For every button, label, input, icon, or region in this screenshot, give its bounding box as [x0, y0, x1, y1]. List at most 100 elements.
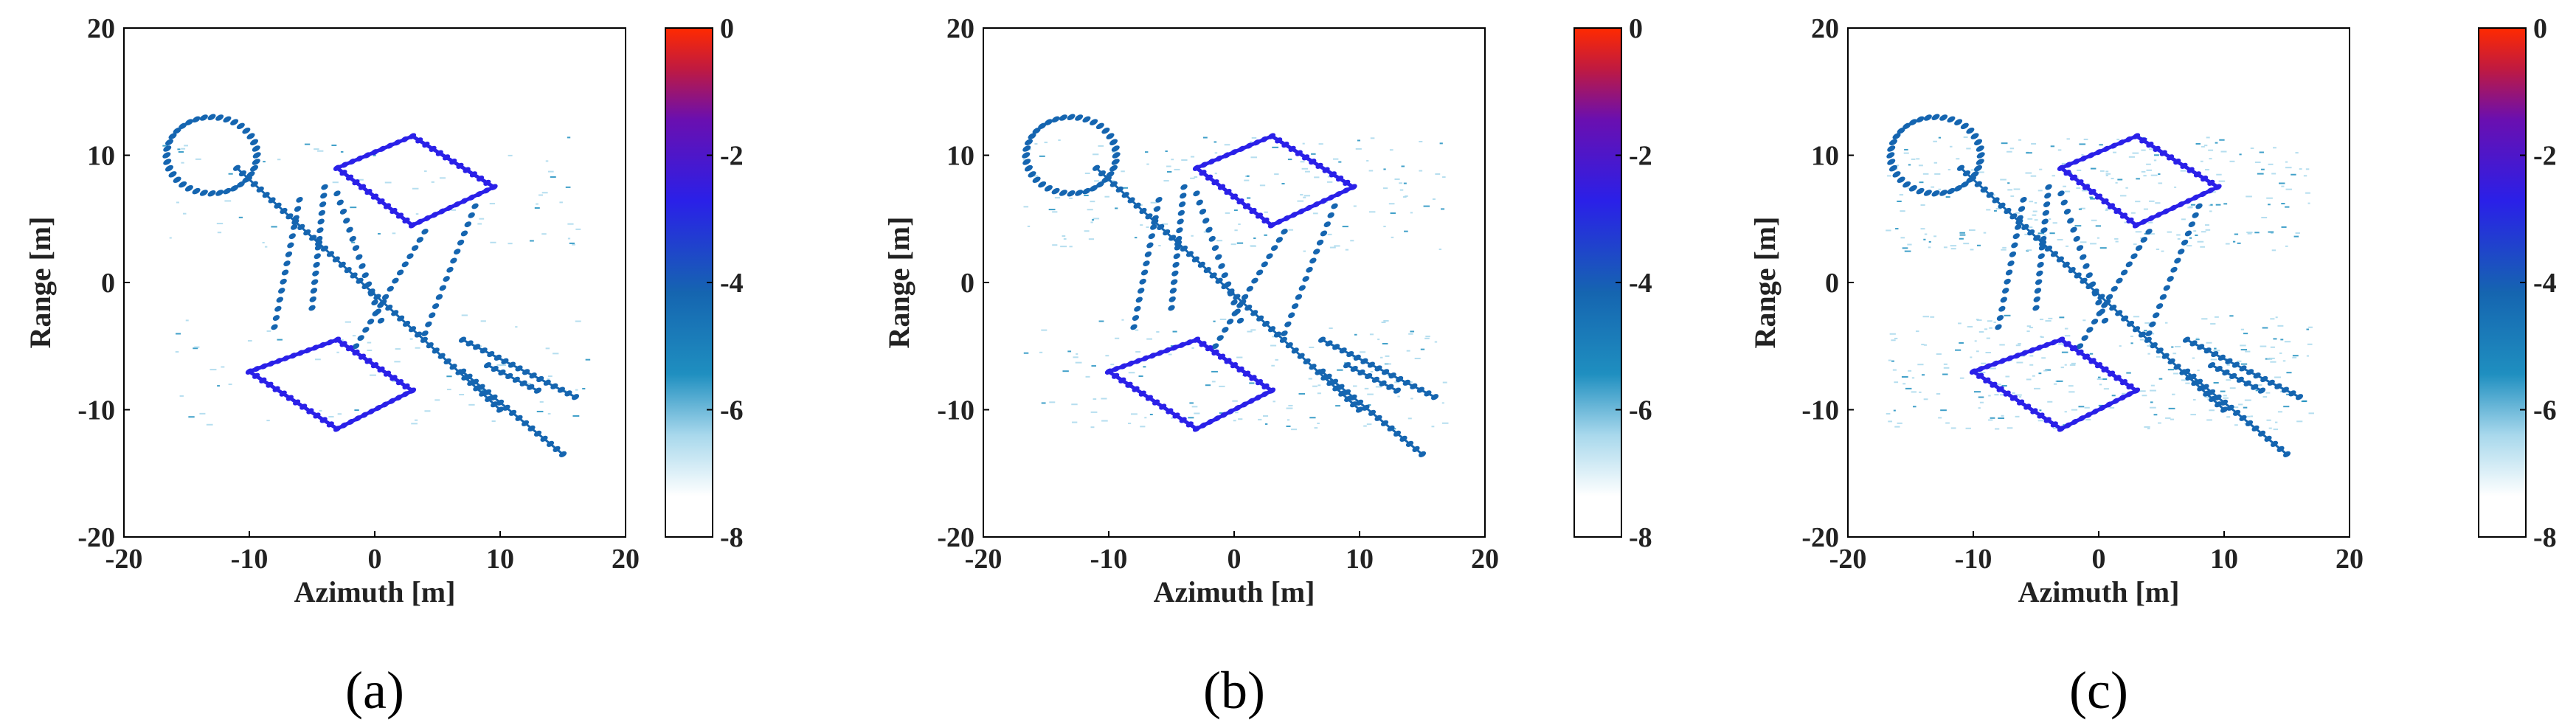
- noise-speck: [2246, 232, 2253, 234]
- loop-scatterer: [1022, 152, 1031, 159]
- noise-speck: [2099, 144, 2103, 146]
- y-tick-label: -10: [77, 395, 115, 426]
- dot-scatterer: [2086, 327, 2094, 333]
- segment-scatterer: [2288, 390, 2296, 397]
- segment-scatterer: [397, 315, 405, 322]
- noise-speck: [1888, 359, 1891, 361]
- dot-scatterer: [2130, 253, 2138, 260]
- segment-scatterer: [282, 355, 290, 361]
- dot-scatterer: [2149, 321, 2156, 327]
- dotted-line-1: [1995, 196, 2027, 330]
- panel-label: (a): [345, 661, 404, 720]
- segment-scatterer: [391, 310, 399, 316]
- noise-speck: [2050, 145, 2055, 148]
- noise-speck: [1039, 155, 1045, 157]
- noise-speck: [1274, 173, 1279, 176]
- segment-scatterer: [2050, 421, 2058, 428]
- plot-area: [124, 28, 626, 537]
- noise-speck: [2204, 224, 2209, 226]
- noise-speck: [178, 151, 184, 153]
- noise-speck: [2279, 352, 2282, 354]
- dot-scatterer: [1309, 257, 1317, 264]
- segment-scatterer: [1126, 360, 1135, 367]
- noise-speck: [508, 243, 513, 245]
- y-tick-label: 20: [87, 13, 115, 44]
- dot-scatterer: [2170, 266, 2178, 273]
- noise-speck: [2097, 376, 2101, 378]
- noise-speck: [1886, 412, 1891, 415]
- segment-scatterer: [1230, 149, 1239, 156]
- segment-scatterer: [1132, 386, 1140, 392]
- segment-scatterer: [2201, 176, 2209, 182]
- noise-speck: [1168, 353, 1172, 356]
- noise-speck: [538, 194, 544, 196]
- noise-speck: [2205, 229, 2211, 231]
- segment-scatterer: [367, 288, 375, 295]
- dot-scatterer: [1313, 249, 1320, 255]
- y-tick-label: -10: [937, 395, 974, 426]
- noise-speck: [2271, 173, 2276, 175]
- noise-speck: [2238, 403, 2243, 406]
- segment-scatterer: [1098, 170, 1107, 177]
- segment-scatterer: [388, 398, 396, 404]
- noise-speck: [2060, 367, 2064, 369]
- loop-scatterer: [1960, 122, 1969, 130]
- segment-scatterer: [1151, 218, 1159, 225]
- segment-scatterer: [1215, 277, 1223, 284]
- segment-scatterer: [1303, 358, 1311, 365]
- dot-scatterer: [1302, 276, 1309, 282]
- noise-speck: [415, 213, 419, 215]
- dot-scatterer: [283, 260, 291, 267]
- noise-speck: [2018, 343, 2021, 345]
- segment-scatterer: [393, 139, 401, 146]
- segment-scatterer: [1380, 420, 1389, 426]
- noise-speck: [2262, 396, 2268, 398]
- noise-speck: [2285, 245, 2288, 247]
- dot-scatterer: [333, 190, 341, 197]
- noise-speck: [575, 320, 581, 322]
- segment-scatterer: [2027, 229, 2035, 236]
- segment-scatterer: [2064, 422, 2072, 429]
- noise-speck: [1163, 180, 1169, 182]
- x-tick-label: -10: [1955, 544, 1992, 575]
- segment-scatterer: [1412, 446, 1420, 452]
- segment-scatterer: [1192, 164, 1201, 171]
- noise-speck: [2115, 240, 2119, 243]
- noise-speck: [1976, 244, 1981, 246]
- noise-speck: [468, 403, 475, 406]
- segment-scatterer: [367, 408, 375, 415]
- dot-scatterer: [439, 285, 446, 291]
- noise-speck: [1410, 398, 1413, 400]
- noise-speck: [2114, 238, 2119, 240]
- dot-scatterer: [339, 208, 347, 215]
- noise-speck: [206, 423, 213, 426]
- segment-scatterer: [2220, 406, 2229, 413]
- dot-scatterer: [401, 261, 409, 268]
- noise-speck: [2305, 192, 2310, 194]
- noise-speck: [1054, 197, 1061, 199]
- noise-speck: [1309, 346, 1315, 348]
- segment-scatterer: [1969, 368, 1978, 375]
- dot-scatterer: [276, 297, 283, 303]
- noise-speck: [1214, 173, 1217, 175]
- noise-speck: [2045, 369, 2051, 371]
- noise-speck: [1233, 209, 1238, 212]
- noise-speck: [1308, 378, 1312, 380]
- loop-scatterer: [1090, 119, 1098, 125]
- noise-speck: [1314, 176, 1320, 178]
- noise-speck: [446, 375, 452, 378]
- noise-speck: [2144, 426, 2150, 428]
- noise-speck: [2286, 372, 2292, 374]
- noise-speck: [2069, 364, 2076, 366]
- segment-scatterer: [361, 412, 369, 418]
- segment-scatterer: [2035, 344, 2043, 351]
- segment-scatterer: [1199, 422, 1208, 429]
- noise-speck: [1181, 159, 1188, 161]
- noise-speck: [184, 145, 189, 147]
- noise-speck: [552, 353, 559, 355]
- noise-speck: [2154, 154, 2159, 156]
- noise-speck: [2176, 234, 2181, 236]
- segment-scatterer: [1230, 362, 1239, 369]
- dot-scatterer: [1180, 193, 1187, 199]
- loop-scatterer: [1095, 181, 1104, 188]
